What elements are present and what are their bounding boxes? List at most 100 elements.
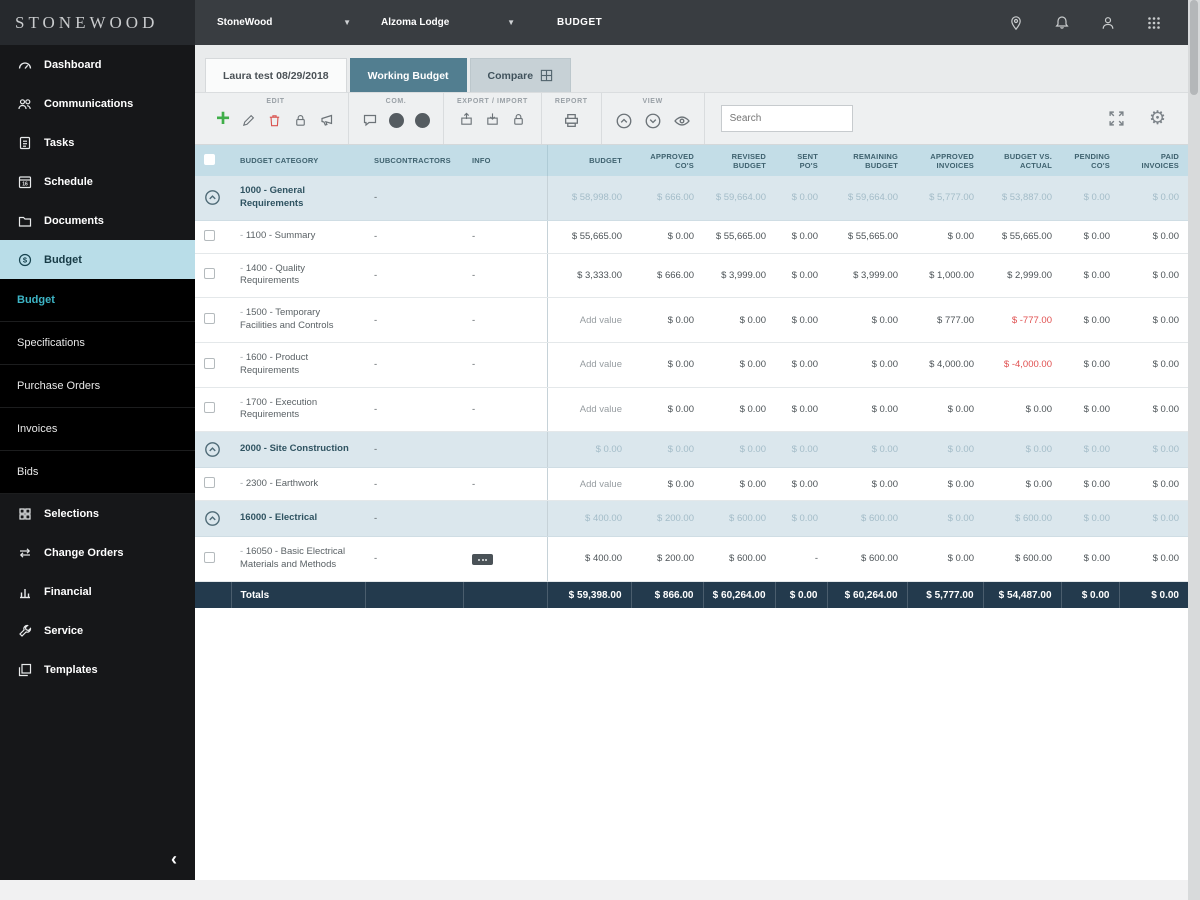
row-checkbox[interactable] bbox=[204, 313, 215, 325]
subnav-item-purchase-orders[interactable]: Purchase Orders bbox=[0, 365, 195, 408]
subnav-item-specifications[interactable]: Specifications bbox=[0, 322, 195, 365]
budget-item-row[interactable]: 16050 - Basic Electrical Materials and M… bbox=[195, 536, 1188, 582]
budget-group-row[interactable]: 2000 - Site Construction - $ 0.00 $ 0.00 $ 0… bbox=[195, 431, 1188, 469]
total-budget: $ 59,398.00 bbox=[547, 581, 632, 609]
sidebar-item-service[interactable]: Service bbox=[0, 611, 195, 650]
approved-invoices-value: $ 0.00 bbox=[947, 513, 974, 525]
budget-vs-actual-value: $ -777.00 bbox=[1011, 314, 1052, 326]
row-checkbox[interactable] bbox=[204, 477, 215, 489]
revised-budget-value: $ 600.00 bbox=[729, 553, 766, 565]
subnav-item-budget[interactable]: Budget bbox=[0, 279, 195, 322]
budget-item-row[interactable]: 1400 - Quality Requirements - - $ 3,333.00 $… bbox=[195, 253, 1188, 299]
subcontractors-value: - bbox=[374, 192, 378, 204]
tab-saved-budget[interactable]: Laura test 08/29/2018 bbox=[205, 58, 347, 92]
sidebar-collapse-button[interactable]: ‹ bbox=[171, 849, 177, 869]
budget-table: BUDGET CATEGORY SUBCONTRACTORS INFO BUDG… bbox=[195, 145, 1188, 609]
sent-pos-value: $ 0.00 bbox=[791, 359, 818, 371]
subnav-item-invoices[interactable]: Invoices bbox=[0, 408, 195, 451]
scrollbar-thumb[interactable] bbox=[1190, 0, 1198, 95]
budget-item-row[interactable]: 1700 - Execution Requirements - - Add value… bbox=[195, 387, 1188, 433]
total-sent-pos: $ 0.00 bbox=[775, 581, 828, 609]
megaphone-icon[interactable] bbox=[319, 112, 335, 128]
row-checkbox[interactable] bbox=[204, 268, 215, 280]
export-icon[interactable] bbox=[459, 112, 474, 127]
row-checkbox[interactable] bbox=[204, 357, 215, 369]
row-checkbox[interactable] bbox=[204, 551, 215, 563]
budget-value[interactable]: Add value bbox=[579, 359, 622, 371]
budget-group-row[interactable]: 1000 - General Requirements - $ 58,998.00 $… bbox=[195, 176, 1188, 221]
bottom-strip bbox=[0, 880, 1200, 900]
group-collapse-icon[interactable] bbox=[204, 510, 221, 527]
sidebar-item-templates[interactable]: Templates bbox=[0, 650, 195, 689]
budget-item-row[interactable]: 2300 - Earthwork - - Add value $ 0.00 $ 0.00 $… bbox=[195, 467, 1188, 502]
budget-item-row[interactable]: 1500 - Temporary Facilities and Controls… bbox=[195, 297, 1188, 343]
col-revised-budget: REVISED BUDGET bbox=[703, 145, 775, 176]
toolbar-group-com: COM. bbox=[349, 93, 445, 144]
add-row-icon[interactable]: + bbox=[216, 104, 231, 132]
sidebar-item-financial[interactable]: Financial bbox=[0, 572, 195, 611]
sidebar-item-budget[interactable]: $ Budget bbox=[0, 240, 195, 279]
project-dropdown[interactable]: Alzoma Lodge ▼ bbox=[373, 11, 523, 34]
message-bubble-icon[interactable] bbox=[362, 112, 378, 128]
approved-invoices-value: $ 0.00 bbox=[947, 478, 974, 490]
budget-value[interactable]: Add value bbox=[579, 478, 622, 490]
select-all-checkbox[interactable] bbox=[204, 154, 215, 165]
subnav-item-bids[interactable]: Bids bbox=[0, 451, 195, 494]
budget-value[interactable]: Add value bbox=[579, 403, 622, 415]
row-checkbox[interactable] bbox=[204, 229, 215, 241]
fullscreen-icon[interactable] bbox=[1108, 110, 1125, 127]
delete-trash-icon[interactable] bbox=[267, 113, 282, 128]
lock-secure-icon[interactable] bbox=[511, 112, 526, 127]
sidebar-item-change-orders[interactable]: Change Orders bbox=[0, 533, 195, 572]
notifications-icon[interactable] bbox=[1054, 15, 1070, 31]
toolbar-group-label: EXPORT / IMPORT bbox=[457, 98, 528, 105]
compare-grid-icon bbox=[540, 69, 553, 82]
budget-item-row[interactable]: 1100 - Summary - - $ 55,665.00 $ 0.00 $ 55,66… bbox=[195, 220, 1188, 254]
col-info: INFO bbox=[463, 145, 548, 176]
row-checkbox[interactable] bbox=[204, 402, 215, 414]
budget-group-row[interactable]: 16000 - Electrical - $ 400.00 $ 200.00 $ 600… bbox=[195, 500, 1188, 538]
sidebar-item-documents[interactable]: Documents bbox=[0, 201, 195, 240]
budget-item-row[interactable]: 1600 - Product Requirements - - Add value $ … bbox=[195, 342, 1188, 388]
sidebar-item-communications[interactable]: Communications bbox=[0, 84, 195, 123]
settings-gear-icon[interactable]: ⚙ bbox=[1148, 108, 1166, 129]
import-icon[interactable] bbox=[485, 112, 500, 127]
remaining-budget-value: $ 0.00 bbox=[871, 403, 898, 415]
apps-grid-icon[interactable] bbox=[1146, 15, 1162, 31]
sidebar-item-selections[interactable]: Selections bbox=[0, 494, 195, 533]
location-icon[interactable] bbox=[1008, 15, 1024, 31]
sent-pos-value: $ 0.00 bbox=[791, 231, 818, 243]
templates-icon bbox=[18, 663, 32, 676]
group-collapse-icon[interactable] bbox=[204, 189, 221, 206]
budget-value: $ 55,665.00 bbox=[571, 231, 622, 243]
tab-working-budget[interactable]: Working Budget bbox=[349, 58, 467, 92]
company-dropdown[interactable]: StoneWood ▼ bbox=[209, 11, 359, 34]
paid-invoices-value: $ 0.00 bbox=[1152, 231, 1179, 243]
vertical-scrollbar[interactable] bbox=[1188, 0, 1200, 900]
sidebar-item-schedule[interactable]: 16 Schedule bbox=[0, 162, 195, 201]
pending-cos-value: $ 0.00 bbox=[1083, 192, 1110, 204]
info-badge[interactable] bbox=[472, 554, 493, 566]
teamlink-icon[interactable] bbox=[415, 112, 431, 128]
sidebar-item-tasks[interactable]: Tasks bbox=[0, 123, 195, 162]
budget-value[interactable]: Add value bbox=[579, 314, 622, 326]
edit-pencil-icon[interactable] bbox=[241, 113, 256, 128]
main-content: Laura test 08/29/2018 Working Budget Com… bbox=[195, 45, 1188, 888]
visibility-eye-icon[interactable] bbox=[673, 112, 691, 130]
approved-invoices-value: $ 4,000.00 bbox=[929, 359, 974, 371]
sidebar-item-dashboard[interactable]: Dashboard bbox=[0, 45, 195, 84]
tab-compare[interactable]: Compare bbox=[469, 58, 572, 92]
user-icon[interactable] bbox=[1100, 15, 1116, 31]
clientlink-icon[interactable] bbox=[389, 112, 405, 128]
toolbar-group-export-import: EXPORT / IMPORT bbox=[444, 93, 542, 144]
collapse-all-icon[interactable] bbox=[615, 112, 633, 130]
col-budget: BUDGET bbox=[547, 145, 631, 176]
approved-invoices-value: $ 777.00 bbox=[937, 314, 974, 326]
budget-category-name: 1500 - Temporary Facilities and Controls bbox=[240, 307, 356, 333]
budget-tabs: Laura test 08/29/2018 Working Budget Com… bbox=[195, 45, 1188, 92]
group-collapse-icon[interactable] bbox=[204, 441, 221, 458]
lock-icon[interactable] bbox=[293, 113, 308, 128]
print-icon[interactable] bbox=[563, 112, 580, 129]
search-input[interactable] bbox=[720, 105, 853, 132]
expand-all-icon[interactable] bbox=[644, 112, 662, 130]
